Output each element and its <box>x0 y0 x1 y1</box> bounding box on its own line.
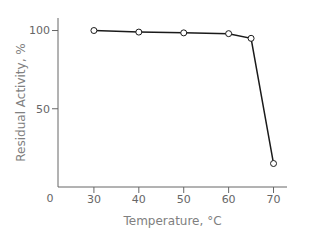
svg-text:50: 50 <box>177 193 191 206</box>
svg-text:Temperature, °C: Temperature, °C <box>122 214 221 228</box>
svg-text:Residual Activity, %: Residual Activity, % <box>14 43 28 161</box>
svg-text:40: 40 <box>132 193 146 206</box>
html-text:0: 0 <box>46 192 54 205</box>
svg-text:60: 60 <box>222 193 236 206</box>
svg-text:50: 50 <box>36 103 50 116</box>
svg-text:30: 30 <box>87 193 101 206</box>
svg-text:70: 70 <box>267 193 281 206</box>
svg-text:100: 100 <box>29 24 50 37</box>
